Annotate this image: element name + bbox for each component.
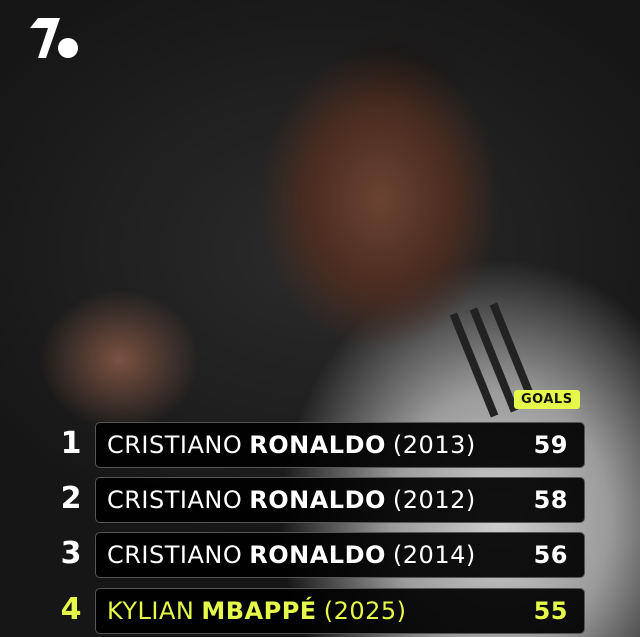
rank-number: 4 — [60, 592, 82, 627]
rank-number: 1 — [60, 426, 82, 461]
goals-column-label: GOALS — [514, 390, 580, 409]
player-first-name: CRISTIANO — [107, 486, 243, 514]
goals-value: 56 — [533, 541, 568, 569]
season-year: (2012) — [392, 486, 476, 514]
rank-number: 3 — [60, 536, 82, 571]
player-first-name: CRISTIANO — [107, 431, 243, 459]
ranking-row: CRISTIANO RONALDO (2012) 58 — [95, 477, 585, 523]
ranking-row: CRISTIANO RONALDO (2014) 56 — [95, 532, 585, 578]
brand-logo-icon — [30, 18, 78, 58]
goals-value: 55 — [533, 597, 568, 625]
player-first-name: KYLIAN — [107, 597, 195, 625]
player-last-name: MBAPPÉ — [201, 597, 317, 625]
player-first-name: CRISTIANO — [107, 541, 243, 569]
goals-value: 59 — [533, 431, 568, 459]
ranking-row: KYLIAN MBAPPÉ (2025) 55 — [95, 588, 585, 634]
season-year: (2014) — [392, 541, 476, 569]
season-year: (2013) — [392, 431, 476, 459]
player-last-name: RONALDO — [249, 486, 386, 514]
rank-number: 2 — [60, 481, 82, 516]
goals-value: 58 — [533, 486, 568, 514]
season-year: (2025) — [323, 597, 407, 625]
player-last-name: RONALDO — [249, 541, 386, 569]
ranking-row: CRISTIANO RONALDO (2013) 59 — [95, 422, 585, 468]
player-last-name: RONALDO — [249, 431, 386, 459]
